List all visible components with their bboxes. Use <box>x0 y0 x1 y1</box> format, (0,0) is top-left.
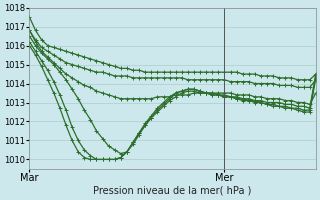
X-axis label: Pression niveau de la mer( hPa ): Pression niveau de la mer( hPa ) <box>93 186 252 196</box>
